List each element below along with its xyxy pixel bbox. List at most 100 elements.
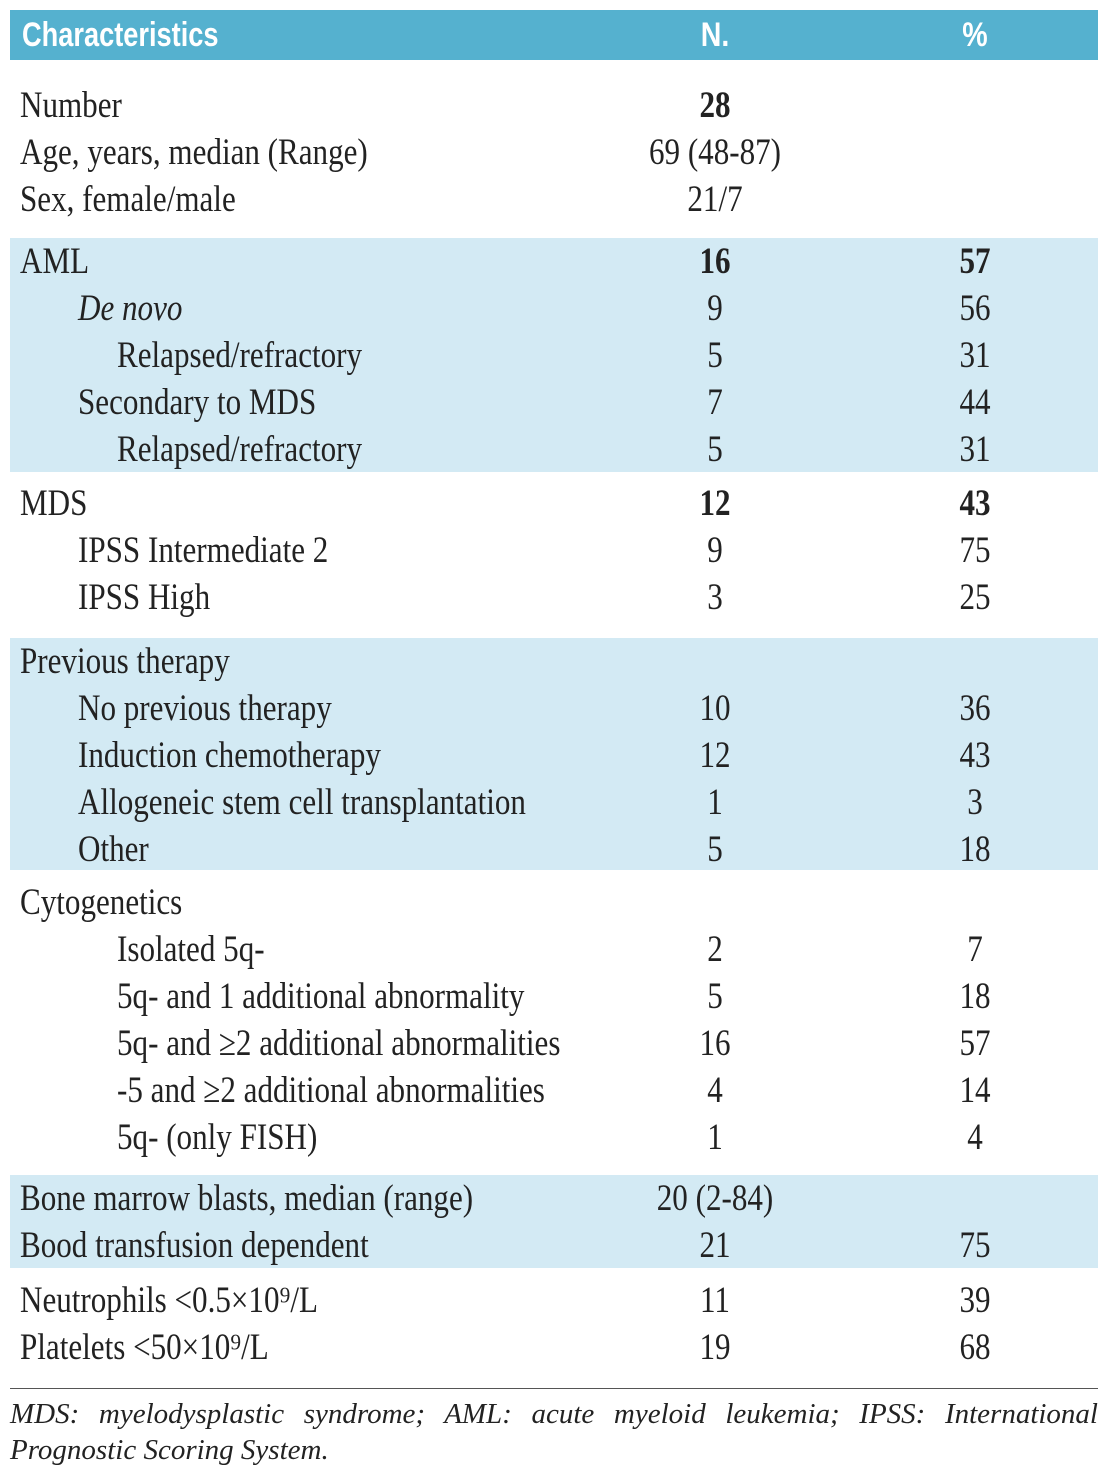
label: IPSS High [78, 577, 211, 618]
row: Induction chemotherapy 12 43 [10, 732, 1098, 779]
cell: 4 [707, 1070, 723, 1111]
cell: 75 [959, 530, 991, 571]
row: IPSS Intermediate 2 9 75 [10, 527, 1098, 574]
cell: 5 [707, 429, 723, 470]
footnote-rule [10, 1388, 1098, 1389]
cell: 56 [959, 288, 991, 329]
label: De novo [78, 288, 183, 329]
label: Secondary to MDS [78, 382, 317, 423]
cell: 57 [959, 1023, 991, 1064]
footnote: MDS: myelodysplastic syndrome; AML: acut… [10, 1398, 1098, 1466]
row: Relapsed/refractory 5 31 [10, 332, 1098, 379]
label: Cytogenetics [20, 882, 183, 923]
row: Relapsed/refractory 5 31 [10, 426, 1098, 473]
row: 5q- and 1 additional abnormality 5 18 [10, 973, 1098, 1020]
label: Platelets <50×10⁹/L [20, 1327, 269, 1368]
row: Other 5 18 [10, 826, 1098, 873]
row: 5q- and ≥2 additional abnormalities 16 57 [10, 1020, 1098, 1067]
row: No previous therapy 10 36 [10, 685, 1098, 732]
cell: 3 [707, 577, 723, 618]
label: 5q- (only FISH) [117, 1117, 318, 1158]
label: No previous therapy [78, 688, 332, 729]
label: -5 and ≥2 additional abnormalities [117, 1070, 545, 1111]
cell: 19 [699, 1327, 731, 1368]
cell: 39 [959, 1280, 991, 1321]
cell: 1 [707, 782, 723, 823]
cell: 7 [707, 382, 723, 423]
row: De novo 9 56 [10, 285, 1098, 332]
label: Sex, female/male [20, 179, 236, 220]
cell: 57 [959, 241, 991, 282]
cell: 18 [959, 829, 991, 870]
row: Bone marrow blasts, median (range) 20 (2-… [10, 1175, 1098, 1222]
cell: 21 [699, 1225, 731, 1266]
label: IPSS Intermediate 2 [78, 530, 329, 571]
row-group: Bone marrow blasts, median (range) 20 (2-… [10, 1175, 1098, 1268]
table-header: Characteristics N. % [10, 10, 1098, 60]
label: Relapsed/refractory [117, 335, 363, 376]
row: 5q- (only FISH) 1 4 [10, 1114, 1098, 1161]
cell: 16 [699, 1023, 731, 1064]
cell: 36 [959, 688, 991, 729]
label: Isolated 5q- [117, 929, 265, 970]
cell: 9 [707, 288, 723, 329]
cell: 25 [959, 577, 991, 618]
cell: 44 [959, 382, 991, 423]
header-cell: Characteristics [22, 16, 219, 54]
cell: 12 [699, 483, 731, 524]
cell: 12 [699, 735, 731, 776]
row: Secondary to MDS 7 44 [10, 379, 1098, 426]
cell: 28 [699, 85, 731, 126]
header-cell: N. [700, 16, 730, 54]
cell: 4 [967, 1117, 983, 1158]
cell: 5 [707, 829, 723, 870]
cell: 69 (48-87) [648, 132, 782, 173]
label: Induction chemotherapy [78, 735, 381, 776]
label: Bood transfusion dependent [20, 1225, 369, 1266]
header-cell: % [962, 16, 988, 54]
cell: 43 [959, 735, 991, 776]
cell: 2 [707, 929, 723, 970]
label: Allogeneic stem cell transplantation [78, 782, 526, 823]
row: IPSS High 3 25 [10, 574, 1098, 621]
row: Sex, female/male 21/7 [10, 176, 1098, 223]
cell: 10 [699, 688, 731, 729]
row-group: Cytogenetics Isolated 5q- 2 7 5q- and 1 ad… [10, 878, 1098, 1168]
label: AML [20, 241, 90, 282]
row: Age, years, median (Range) 69 (48-87) [10, 129, 1098, 176]
label: Age, years, median (Range) [20, 132, 368, 173]
row: Number 28 [10, 82, 1098, 129]
row: Allogeneic stem cell transplantation 1 3 [10, 779, 1098, 826]
row-group: Previous therapy No previous therapy 10 36… [10, 638, 1098, 870]
cell: 11 [700, 1280, 730, 1321]
label: Bone marrow blasts, median (range) [20, 1178, 474, 1219]
row-group: AML 16 57 De novo 9 56 Relapsed/refractory 5 3… [10, 238, 1098, 472]
cell: 43 [959, 483, 991, 524]
label: Neutrophils <0.5×10⁹/L [20, 1280, 318, 1321]
cell: 18 [959, 976, 991, 1017]
cell: 9 [707, 530, 723, 571]
label: Relapsed/refractory [117, 429, 363, 470]
row: Bood transfusion dependent 21 75 [10, 1222, 1098, 1269]
cell: 20 (2-84) [656, 1178, 774, 1219]
row: Platelets <50×10⁹/L 19 68 [10, 1324, 1098, 1371]
cell: 75 [959, 1225, 991, 1266]
row-group: Neutrophils <0.5×10⁹/L 11 39 Platelets <50… [10, 1275, 1098, 1375]
cell: 7 [967, 929, 983, 970]
row: Neutrophils <0.5×10⁹/L 11 39 [10, 1277, 1098, 1324]
row: Cytogenetics [10, 879, 1098, 926]
label: Number [20, 85, 122, 126]
label: MDS [20, 483, 88, 524]
cell: 21/7 [687, 179, 743, 220]
cell: 14 [959, 1070, 991, 1111]
label: 5q- and 1 additional abnormality [117, 976, 525, 1017]
cell: 31 [959, 429, 991, 470]
label: Other [78, 829, 149, 870]
cell: 5 [707, 976, 723, 1017]
cell: 1 [707, 1117, 723, 1158]
cell: 16 [699, 241, 731, 282]
cell: 5 [707, 335, 723, 376]
row: Previous therapy [10, 638, 1098, 685]
label: Previous therapy [20, 641, 230, 682]
